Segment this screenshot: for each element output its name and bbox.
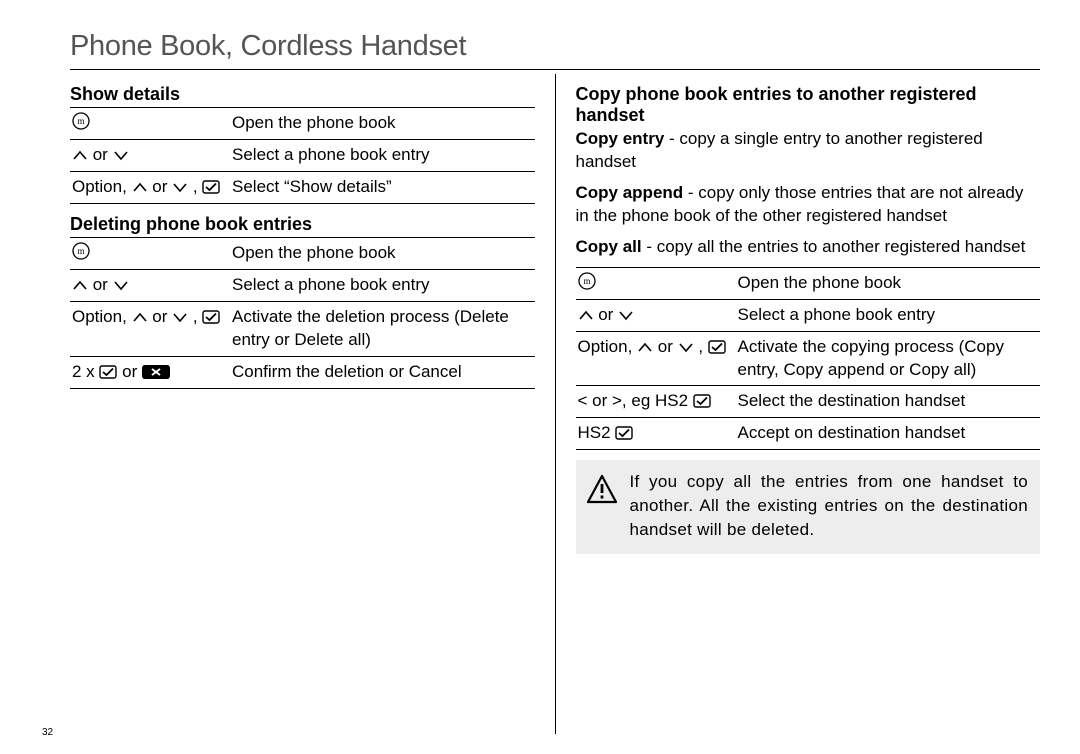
table-row: or Select a phone book entry xyxy=(70,269,535,301)
subhead-deleting: Deleting phone book entries xyxy=(70,214,535,235)
definition: Copy entry - copy a single entry to anot… xyxy=(576,128,1041,174)
table-row: 2 x or Confirm the deletion or Cancel xyxy=(70,356,535,388)
check-icon xyxy=(615,426,633,440)
down-icon xyxy=(172,310,188,324)
subhead-show-details: Show details xyxy=(70,84,535,105)
definition: Copy all - copy all the entries to anoth… xyxy=(576,236,1041,259)
down-icon xyxy=(113,148,129,162)
step-value: Confirm the deletion or Cancel xyxy=(230,356,535,388)
step-value: Select a phone book entry xyxy=(736,299,1041,331)
down-icon xyxy=(172,180,188,194)
table-show-details: Open the phone book or Select a phone bo… xyxy=(70,107,535,204)
left-column: Show details Open the phone book or Sele… xyxy=(70,74,556,734)
table-row: Open the phone book xyxy=(70,237,535,269)
step-value: Select a phone book entry xyxy=(230,139,535,171)
step-value: Select a phone book entry xyxy=(230,269,535,301)
step-value: Open the phone book xyxy=(736,267,1041,299)
down-icon xyxy=(618,308,634,322)
note-box: If you copy all the entries from one han… xyxy=(576,460,1041,553)
check-icon xyxy=(202,310,220,324)
phonebook-icon xyxy=(72,242,90,260)
step-value: Accept on destination handset xyxy=(736,418,1041,450)
definition: Copy append - copy only those entries th… xyxy=(576,182,1041,228)
table-row: Option, or , Activate the deletion proce… xyxy=(70,301,535,356)
table-row: or Select a phone book entry xyxy=(70,139,535,171)
page-number: 32 xyxy=(42,727,53,738)
check-icon xyxy=(99,365,117,379)
columns: Show details Open the phone book or Sele… xyxy=(70,74,1040,734)
phonebook-icon xyxy=(578,272,596,290)
page-title: Phone Book, Cordless Handset xyxy=(70,30,1040,70)
step-value: Activate the deletion process (Delete en… xyxy=(230,301,535,356)
step-key: or xyxy=(70,269,230,301)
table-row: Option, or , Select “Show details” xyxy=(70,171,535,203)
step-key xyxy=(576,267,736,299)
table-deleting: Open the phone book or Select a phone bo… xyxy=(70,237,535,389)
step-value: Select “Show details” xyxy=(230,171,535,203)
phonebook-icon xyxy=(72,112,90,130)
table-row: Open the phone book xyxy=(576,267,1041,299)
down-icon xyxy=(113,278,129,292)
up-icon xyxy=(578,308,594,322)
cancel-icon xyxy=(142,365,170,379)
up-icon xyxy=(72,278,88,292)
check-icon xyxy=(202,180,220,194)
step-key xyxy=(70,108,230,140)
subhead-copy: Copy phone book entries to another regis… xyxy=(576,84,1041,126)
up-icon xyxy=(72,148,88,162)
table-row: < or >, eg HS2 Select the destination ha… xyxy=(576,386,1041,418)
step-value: Open the phone book xyxy=(230,108,535,140)
table-row: HS2 Accept on destination handset xyxy=(576,418,1041,450)
warning-icon xyxy=(586,474,618,504)
step-key: 2 x or xyxy=(70,356,230,388)
step-value: Select the destination handset xyxy=(736,386,1041,418)
step-key: Option, or , xyxy=(576,331,736,386)
note-text: If you copy all the entries from one han… xyxy=(630,470,1029,541)
step-key: or xyxy=(70,139,230,171)
table-row: Open the phone book xyxy=(70,108,535,140)
step-key xyxy=(70,237,230,269)
right-column: Copy phone book entries to another regis… xyxy=(556,74,1041,734)
step-value: Open the phone book xyxy=(230,237,535,269)
table-copy: Open the phone book or Select a phone bo… xyxy=(576,267,1041,451)
step-key: Option, or , xyxy=(70,171,230,203)
up-icon xyxy=(132,310,148,324)
check-icon xyxy=(693,394,711,408)
check-icon xyxy=(708,340,726,354)
up-icon xyxy=(132,180,148,194)
step-key: Option, or , xyxy=(70,301,230,356)
step-key: HS2 xyxy=(576,418,736,450)
step-key: < or >, eg HS2 xyxy=(576,386,736,418)
step-value: Activate the copying process (Copy entry… xyxy=(736,331,1041,386)
table-row: or Select a phone book entry xyxy=(576,299,1041,331)
up-icon xyxy=(637,340,653,354)
step-key: or xyxy=(576,299,736,331)
down-icon xyxy=(678,340,694,354)
table-row: Option, or , Activate the copying proces… xyxy=(576,331,1041,386)
